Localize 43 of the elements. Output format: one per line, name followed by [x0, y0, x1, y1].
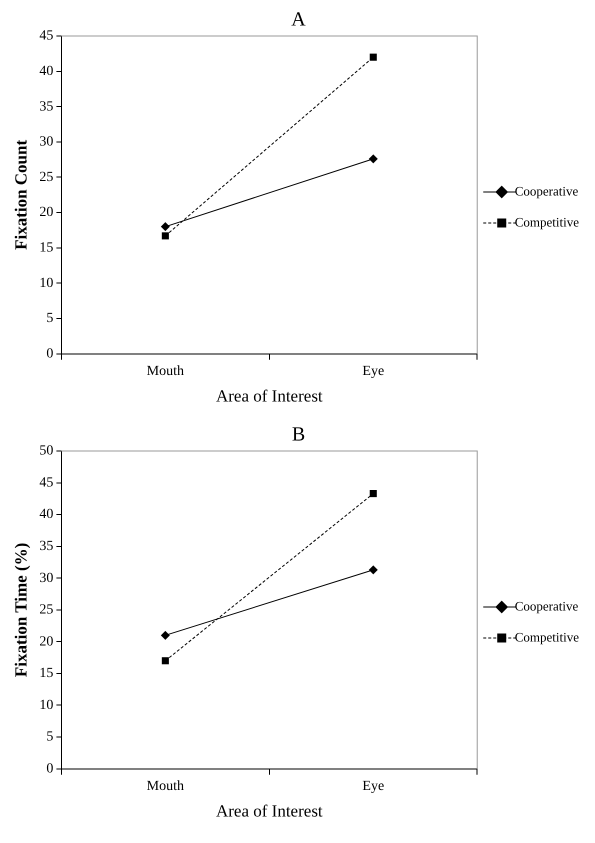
- y-tick-label: 45: [39, 28, 54, 44]
- y-tick-label: 15: [39, 666, 54, 682]
- point: [370, 54, 377, 61]
- y-axis-title: Fixation Time (%): [12, 542, 31, 678]
- y-tick-label: 0: [46, 346, 54, 362]
- point: [160, 630, 170, 640]
- point: [162, 657, 169, 664]
- legend-label: Cooperative: [514, 598, 578, 614]
- y-tick-label: 25: [39, 170, 54, 185]
- y-tick-label: 40: [39, 507, 54, 522]
- x-tick-label: Mouth: [146, 364, 184, 379]
- legend-label: Cooperative: [514, 183, 578, 198]
- y-tick-label: 50: [39, 444, 54, 459]
- y-tick-label: 15: [39, 240, 54, 256]
- legend-label: Competitive: [514, 214, 580, 230]
- point: [368, 154, 378, 164]
- x-axis-title: Area of Interest: [216, 801, 323, 820]
- x-axis-title: Area of Interest: [216, 386, 323, 406]
- y-tick-label: 20: [39, 205, 54, 220]
- point: [370, 490, 377, 498]
- y-tick-label: 10: [39, 276, 54, 291]
- y-tick-label: 10: [39, 698, 54, 713]
- y-tick-label: 35: [39, 539, 54, 554]
- y-tick-label: 20: [39, 634, 54, 650]
- y-tick-label: 30: [39, 570, 54, 586]
- x-tick-label: Eye: [362, 778, 384, 794]
- y-tick-label: 5: [46, 311, 54, 326]
- y-tick-label: 25: [39, 602, 54, 618]
- y-tick-label: 40: [39, 64, 54, 79]
- x-tick-label: Eye: [362, 364, 384, 379]
- point: [162, 232, 169, 240]
- point: [160, 222, 170, 232]
- point: [368, 565, 378, 574]
- chart-title: A: [291, 8, 306, 30]
- legend-label: Competitive: [514, 629, 580, 644]
- chart-title: B: [292, 423, 306, 446]
- x-tick-label: Mouth: [146, 778, 184, 794]
- y-axis-title: Fixation Count: [12, 140, 31, 250]
- y-tick-label: 30: [39, 134, 54, 150]
- y-tick-label: 0: [46, 761, 54, 776]
- y-tick-label: 5: [46, 730, 54, 745]
- y-tick-label: 45: [39, 475, 54, 490]
- y-tick-label: 35: [39, 99, 54, 114]
